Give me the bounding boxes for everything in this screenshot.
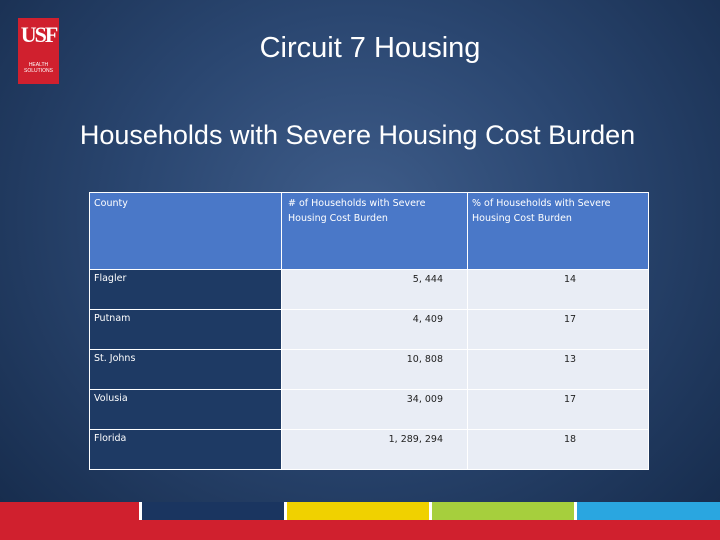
- slide-title: Circuit 7 Housing: [259, 32, 481, 64]
- pct-value: 18: [563, 434, 577, 445]
- cell-pct: 17: [467, 309, 649, 350]
- cell-county: St. Johns: [89, 349, 282, 390]
- usf-logo: USF HEALTH SOLUTIONS: [18, 18, 59, 84]
- cell-county: Volusia: [89, 389, 282, 430]
- count-value: 1, 289, 294: [388, 434, 443, 445]
- count-value: 5, 444: [412, 274, 443, 285]
- cell-count: 34, 009: [281, 389, 468, 430]
- pct-value: 17: [563, 314, 577, 325]
- count-value: 10, 808: [406, 354, 443, 365]
- cell-county: Florida: [89, 429, 282, 470]
- footer-segment-blue: [577, 502, 720, 520]
- pct-value: 17: [563, 394, 577, 405]
- footer-bottom-strip: [0, 520, 720, 540]
- footer-segment-green: [432, 502, 577, 520]
- footer-segment-red: [0, 502, 142, 520]
- cell-count: 5, 444: [281, 269, 468, 310]
- table-row: Volusia 34, 009 17: [89, 389, 649, 430]
- cell-pct: 18: [467, 429, 649, 470]
- table-row: Florida 1, 289, 294 18: [89, 429, 649, 470]
- slide-subtitle: Households with Severe Housing Cost Burd…: [79, 120, 636, 150]
- table-row: Flagler 5, 444 14: [89, 269, 649, 310]
- table-row: St. Johns 10, 808 13: [89, 349, 649, 390]
- header-count: # of Households with Severe Housing Cost…: [281, 192, 468, 270]
- footer-segment-navy: [142, 502, 287, 520]
- logo-subtext: HEALTH SOLUTIONS: [24, 62, 53, 74]
- footer-color-bar: [0, 502, 720, 520]
- cell-pct: 17: [467, 389, 649, 430]
- cell-county: Putnam: [89, 309, 282, 350]
- cell-pct: 13: [467, 349, 649, 390]
- housing-table: County # of Households with Severe Housi…: [89, 192, 649, 470]
- table-header-row: County # of Households with Severe Housi…: [89, 192, 649, 270]
- header-pct: % of Households with Severe Housing Cost…: [467, 192, 649, 270]
- footer-segment-yellow: [287, 502, 432, 520]
- pct-value: 13: [563, 354, 577, 365]
- table-row: Putnam 4, 409 17: [89, 309, 649, 350]
- cell-county: Flagler: [89, 269, 282, 310]
- header-county: County: [89, 192, 282, 270]
- cell-count: 10, 808: [281, 349, 468, 390]
- logo-mark: USF: [20, 22, 59, 47]
- count-value: 4, 409: [412, 314, 443, 325]
- pct-value: 14: [563, 274, 577, 285]
- cell-pct: 14: [467, 269, 649, 310]
- count-value: 34, 009: [406, 394, 443, 405]
- cell-count: 4, 409: [281, 309, 468, 350]
- cell-count: 1, 289, 294: [281, 429, 468, 470]
